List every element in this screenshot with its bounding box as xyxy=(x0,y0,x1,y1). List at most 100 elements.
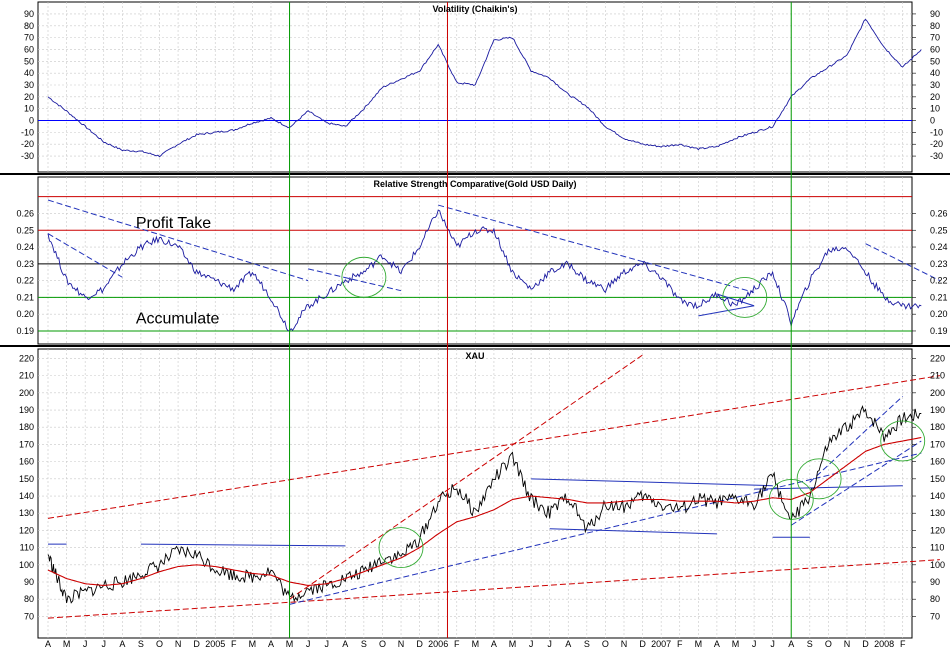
month-label: A xyxy=(565,639,571,649)
y-tick-left: 80 xyxy=(24,594,34,604)
panel-title: XAU xyxy=(465,351,484,361)
highlight-circle xyxy=(796,458,842,500)
y-tick-left: 210 xyxy=(19,371,34,381)
y-tick-right: 110 xyxy=(930,543,944,553)
month-label: A xyxy=(119,639,125,649)
y-tick-left: 110 xyxy=(20,543,34,553)
y-tick-right: 0.21 xyxy=(930,292,948,302)
month-label: M xyxy=(695,639,703,649)
y-tick-left: 90 xyxy=(24,9,34,19)
y-tick-left: -10 xyxy=(21,127,34,137)
y-tick-right: 170 xyxy=(930,439,945,449)
month-label: J xyxy=(752,639,757,649)
y-tick-right: 100 xyxy=(930,560,945,570)
y-tick-left: 90 xyxy=(24,577,34,587)
y-tick-left: -30 xyxy=(21,151,34,161)
month-label: O xyxy=(379,639,386,649)
month-label: F xyxy=(454,639,460,649)
month-label: A xyxy=(491,639,497,649)
month-label: N xyxy=(844,639,851,649)
y-tick-right: 0.23 xyxy=(930,259,948,269)
trend-line xyxy=(531,478,773,487)
panel-frame-2 xyxy=(37,348,913,639)
y-tick-right: 140 xyxy=(930,491,945,501)
month-label: F xyxy=(231,639,237,649)
month-label: F xyxy=(677,639,683,649)
y-tick-right: -10 xyxy=(930,127,943,137)
trend-line xyxy=(47,199,309,282)
y-tick-right: 0.24 xyxy=(930,242,948,252)
annotation-text: Accumulate xyxy=(136,311,220,328)
trend-line xyxy=(865,243,941,282)
y-tick-left: 0.19 xyxy=(16,326,34,336)
series-line xyxy=(47,18,922,158)
month-label: D xyxy=(193,639,200,649)
month-label: A xyxy=(714,639,720,649)
month-label: N xyxy=(175,639,182,649)
month-label: N xyxy=(398,639,405,649)
y-tick-right: 0.19 xyxy=(930,326,948,336)
panel-title: Volatility (Chaikin's) xyxy=(433,4,518,14)
month-label: A xyxy=(788,639,794,649)
month-label: M xyxy=(63,639,71,649)
y-tick-left: 170 xyxy=(19,439,34,449)
panel-title: Relative Strength Comparative(Gold USD D… xyxy=(373,179,576,189)
month-label: M xyxy=(472,639,480,649)
series-line xyxy=(47,209,922,332)
y-tick-right: 20 xyxy=(930,92,940,102)
y-tick-right: -30 xyxy=(930,151,943,161)
y-tick-left: 180 xyxy=(19,422,34,432)
month-label: M xyxy=(286,639,294,649)
highlight-circles xyxy=(341,256,926,569)
axis-labels: A M J J A S O N D 2005 F M A M J J A S O N D 2006 F M A M J J A S O N D 2… xyxy=(16,9,947,649)
y-tick-right: 50 xyxy=(930,56,940,66)
highlight-circle xyxy=(880,420,926,462)
y-tick-right: 90 xyxy=(930,577,940,587)
y-tick-left: 30 xyxy=(24,80,34,90)
y-tick-right: 40 xyxy=(930,68,940,78)
y-tick-right: 120 xyxy=(930,525,945,535)
y-tick-right: 60 xyxy=(930,44,940,54)
y-tick-left: 70 xyxy=(24,611,34,621)
y-tick-right: -20 xyxy=(930,139,943,149)
y-tick-left: 100 xyxy=(19,560,34,570)
y-tick-left: 0.22 xyxy=(16,276,34,286)
y-tick-right: 90 xyxy=(930,9,940,19)
month-label: 2007 xyxy=(651,639,671,649)
month-label: J xyxy=(770,639,775,649)
month-label: N xyxy=(621,639,628,649)
month-label: M xyxy=(509,639,517,649)
y-tick-left: 0.21 xyxy=(16,292,34,302)
y-tick-left: -20 xyxy=(21,139,34,149)
y-tick-right: 0.26 xyxy=(930,208,948,218)
y-tick-left: 120 xyxy=(19,525,34,535)
y-tick-left: 40 xyxy=(24,68,34,78)
y-tick-left: 80 xyxy=(24,21,34,31)
y-tick-left: 190 xyxy=(19,405,34,415)
y-tick-left: 70 xyxy=(24,33,34,43)
y-tick-left: 160 xyxy=(19,457,34,467)
trend-line xyxy=(790,440,922,526)
y-tick-left: 200 xyxy=(19,388,34,398)
y-tick-right: 210 xyxy=(930,371,945,381)
panel-frame-0 xyxy=(37,1,913,173)
y-tick-left: 0 xyxy=(29,116,34,126)
y-tick-right: 200 xyxy=(930,388,945,398)
month-label: A xyxy=(268,639,274,649)
month-label: J xyxy=(529,639,534,649)
month-label: S xyxy=(584,639,590,649)
y-tick-right: 0.22 xyxy=(930,276,948,286)
panel-titles: Volatility (Chaikin's) Relative Strength … xyxy=(136,4,577,361)
month-label: 2006 xyxy=(428,639,448,649)
month-label: J xyxy=(324,639,329,649)
y-tick-right: 0.20 xyxy=(930,309,948,319)
y-tick-left: 0.20 xyxy=(16,309,34,319)
trend-line xyxy=(289,452,922,605)
y-tick-right: 180 xyxy=(930,422,945,432)
trend-line xyxy=(698,305,755,317)
y-tick-left: 150 xyxy=(19,474,34,484)
y-tick-left: 140 xyxy=(19,491,34,501)
month-label: D xyxy=(416,639,423,649)
month-label: O xyxy=(825,639,832,649)
